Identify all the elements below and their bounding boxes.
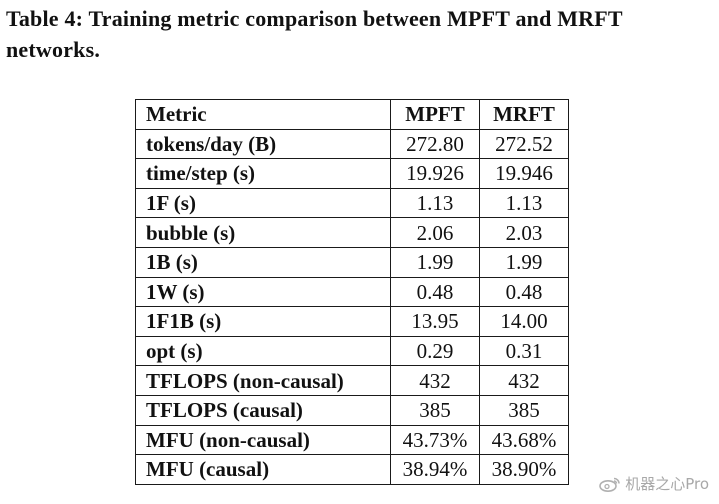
mpft-value-cell: 385: [390, 394, 480, 426]
table-row: MFU (causal) 38.94% 38.90%: [135, 454, 569, 485]
metric-cell: TFLOPS (causal): [135, 394, 391, 426]
metrics-table: Metric MPFT MRFT tokens/day (B) 272.80 272…: [135, 99, 569, 485]
mrft-value-cell: 272.52: [479, 128, 569, 160]
mpft-value-cell: 38.94%: [390, 454, 480, 485]
table-caption: Table 4: Training metric comparison betw…: [6, 6, 623, 62]
header-mrft: MRFT: [479, 99, 569, 130]
mpft-value-cell: 1.99: [390, 246, 480, 278]
table-row: time/step (s) 19.926 19.946: [135, 158, 569, 189]
header-metric: Metric: [135, 99, 391, 130]
metric-cell: MFU (non-causal): [135, 424, 391, 456]
metric-cell: TFLOPS (non-causal): [135, 365, 391, 396]
table-header-row: Metric MPFT MRFT: [135, 99, 569, 130]
watermark: 机器之心Pro: [599, 473, 709, 494]
metric-cell: tokens/day (B): [135, 128, 391, 160]
table-row: TFLOPS (causal) 385 385: [135, 394, 569, 426]
table-row: 1W (s) 0.48 0.48: [135, 276, 569, 308]
metric-cell: bubble (s): [135, 217, 391, 248]
mpft-value-cell: 19.926: [390, 158, 480, 189]
metric-cell: time/step (s): [135, 158, 391, 189]
table-row: MFU (non-causal) 43.73% 43.68%: [135, 424, 569, 456]
weibo-logo-icon: [599, 477, 620, 492]
mpft-value-cell: 43.73%: [390, 424, 480, 456]
mrft-value-cell: 1.13: [479, 187, 569, 219]
table-row: bubble (s) 2.06 2.03: [135, 217, 569, 248]
table-row: 1F (s) 1.13 1.13: [135, 187, 569, 219]
mpft-value-cell: 2.06: [390, 217, 480, 248]
mpft-value-cell: 13.95: [390, 306, 480, 337]
mrft-value-cell: 2.03: [479, 217, 569, 248]
mrft-value-cell: 43.68%: [479, 424, 569, 456]
table-row: TFLOPS (non-causal) 432 432: [135, 365, 569, 396]
mrft-value-cell: 14.00: [479, 306, 569, 337]
mrft-value-cell: 0.48: [479, 276, 569, 308]
table-row: 1B (s) 1.99 1.99: [135, 246, 569, 278]
mpft-value-cell: 1.13: [390, 187, 480, 219]
watermark-text: 机器之心Pro: [625, 475, 709, 493]
table-row: tokens/day (B) 272.80 272.52: [135, 128, 569, 160]
header-mpft: MPFT: [390, 99, 480, 130]
metric-cell: 1W (s): [135, 276, 391, 308]
metric-cell: opt (s): [135, 335, 391, 367]
metric-cell: 1F1B (s): [135, 306, 391, 337]
mrft-value-cell: 0.31: [479, 335, 569, 367]
mrft-value-cell: 1.99: [479, 246, 569, 278]
table-body: tokens/day (B) 272.80 272.52 time/step (s) 1…: [135, 128, 569, 485]
mrft-value-cell: 385: [479, 394, 569, 426]
metric-cell: 1F (s): [135, 187, 391, 219]
mrft-value-cell: 432: [479, 365, 569, 396]
mpft-value-cell: 0.29: [390, 335, 480, 367]
metric-cell: MFU (causal): [135, 454, 391, 485]
mpft-value-cell: 0.48: [390, 276, 480, 308]
table-row: opt (s) 0.29 0.31: [135, 335, 569, 367]
table-row: 1F1B (s) 13.95 14.00: [135, 306, 569, 337]
mpft-value-cell: 432: [390, 365, 480, 396]
mrft-value-cell: 19.946: [479, 158, 569, 189]
mrft-value-cell: 38.90%: [479, 454, 569, 485]
mpft-value-cell: 272.80: [390, 128, 480, 160]
metric-cell: 1B (s): [135, 246, 391, 278]
